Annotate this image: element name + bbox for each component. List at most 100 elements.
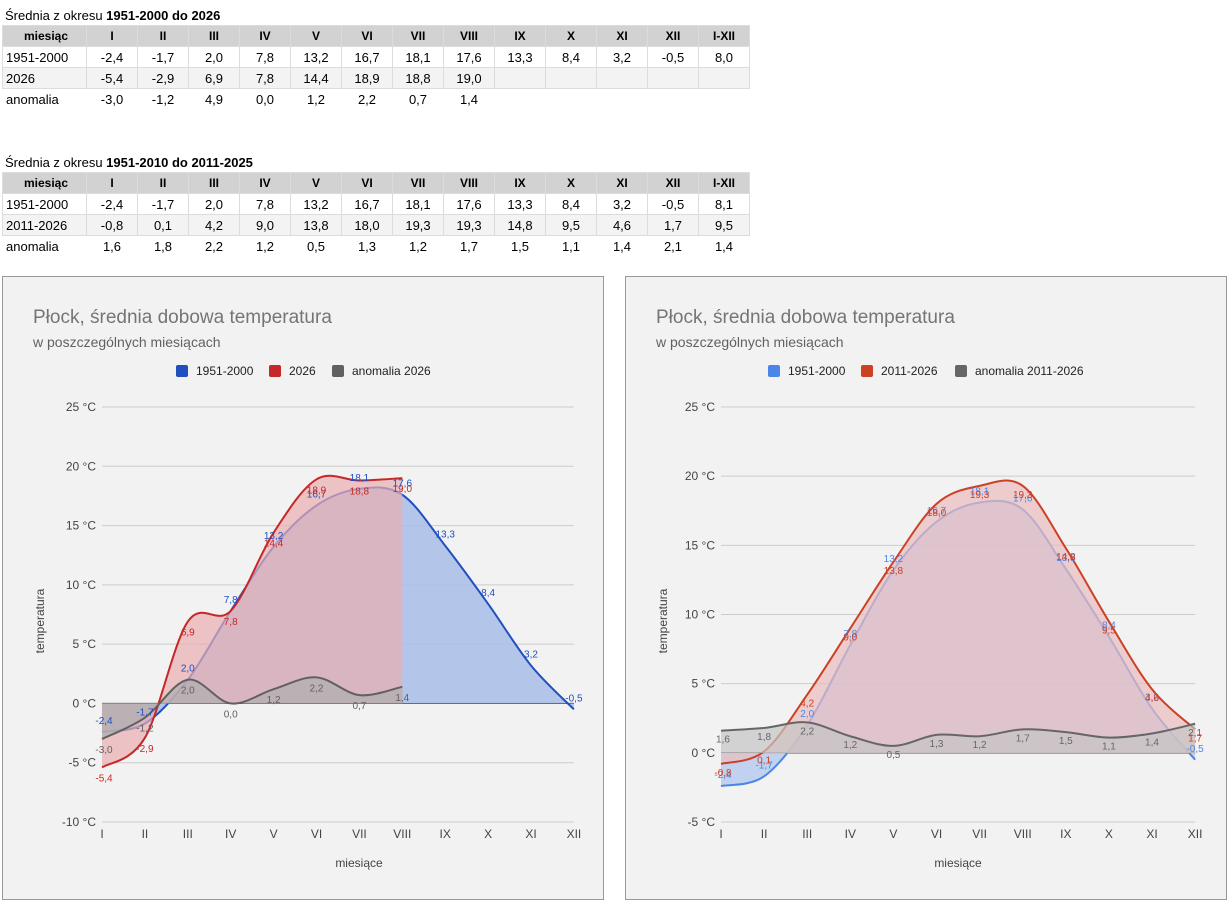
data-label: 0,5 xyxy=(886,750,900,761)
data-label: 1,7 xyxy=(1188,733,1202,744)
y-tick-label: 20 °C xyxy=(685,469,715,483)
table-cell: 8,1 xyxy=(698,193,750,215)
table-row: anomalia -3,0 -1,2 4,9 0,0 1,2 2,2 0,7 1,4 xyxy=(2,88,750,110)
data-label: 16,7 xyxy=(927,506,947,517)
table-cell: 0,1 xyxy=(137,214,189,236)
x-tick-label: XI xyxy=(1146,827,1157,841)
x-tick-label: V xyxy=(889,827,897,841)
header-cell: miesiąc xyxy=(2,25,87,47)
x-tick-label: II xyxy=(761,827,768,841)
data-label: 1,5 xyxy=(1059,736,1073,747)
header-cell: VI xyxy=(341,172,393,194)
table-row: 1951-2000 -2,4 -1,7 2,0 7,8 13,2 16,7 18,1 17,6 1… xyxy=(2,193,750,215)
table-cell: -0,5 xyxy=(647,46,699,68)
data-label: 1,3 xyxy=(930,739,944,750)
table-cell: 9,0 xyxy=(239,214,291,236)
data-label: 2,2 xyxy=(800,726,814,737)
header-cell: I xyxy=(86,172,138,194)
table-cell: 2,2 xyxy=(188,235,240,257)
data-label: 14,4 xyxy=(264,539,284,550)
table-cell: 2,0 xyxy=(188,46,240,68)
table-cell: 8,4 xyxy=(545,46,597,68)
data-label: 7,8 xyxy=(224,617,238,628)
table-cell: 1,8 xyxy=(137,235,189,257)
table-cell: 16,7 xyxy=(341,46,393,68)
header-cell: XI xyxy=(596,172,648,194)
data-label: -3,0 xyxy=(95,745,113,756)
summary-table-1: Średnia z okresu 1951-2000 do 2026 miesi… xyxy=(2,7,750,110)
y-tick-label: 10 °C xyxy=(685,608,715,622)
y-tick-label: 0 °C xyxy=(73,696,97,710)
data-label: 17,6 xyxy=(1013,493,1033,504)
header-cell: XII xyxy=(647,172,699,194)
table-cell: 13,2 xyxy=(290,46,342,68)
table-cell: 1,4 xyxy=(443,88,495,110)
data-label: 9,0 xyxy=(843,632,857,643)
table-cell xyxy=(698,67,750,89)
data-label: 17,6 xyxy=(393,479,413,490)
x-tick-label: XII xyxy=(1188,827,1203,841)
header-cell: II xyxy=(137,172,189,194)
legend-label: 2026 xyxy=(289,364,316,378)
table-cell: 2,2 xyxy=(341,88,393,110)
table-cell: -0,5 xyxy=(647,193,699,215)
data-label: 3,2 xyxy=(1145,693,1159,704)
table-cell xyxy=(545,88,597,110)
table-cell: 1,2 xyxy=(239,235,291,257)
y-tick-label: 20 °C xyxy=(66,459,96,473)
data-label: -1,7 xyxy=(136,708,154,719)
table-cell: 13,8 xyxy=(290,214,342,236)
table-cell: 1,4 xyxy=(596,235,648,257)
data-label: 0,1 xyxy=(757,755,771,766)
table-cell: 4,2 xyxy=(188,214,240,236)
data-label: -5,4 xyxy=(95,773,113,784)
table-cell: 13,2 xyxy=(290,193,342,215)
x-tick-label: VII xyxy=(972,827,987,841)
table-cell: 13,3 xyxy=(494,193,546,215)
table-cell: 13,3 xyxy=(494,46,546,68)
legend-swatch xyxy=(955,365,967,377)
x-tick-label: VIII xyxy=(393,827,411,841)
series-line-1 xyxy=(101,474,403,769)
header-cell: III xyxy=(188,172,240,194)
table-cell: -0,8 xyxy=(86,214,138,236)
x-axis-label: miesiące xyxy=(335,856,383,870)
table-cell: anomalia xyxy=(2,88,87,110)
table-cell: -5,4 xyxy=(86,67,138,89)
legend: 1951-2000 2026 anomalia 2026 xyxy=(176,364,431,378)
table-cell: 2,1 xyxy=(647,235,699,257)
table-cell xyxy=(596,88,648,110)
header-cell: V xyxy=(290,172,342,194)
data-label: -1,7 xyxy=(755,760,773,771)
y-tick-label: 15 °C xyxy=(66,519,96,533)
legend-swatch xyxy=(269,365,281,377)
table-cell: 8,0 xyxy=(698,46,750,68)
header-cell: IV xyxy=(239,25,291,47)
table-cell: 19,3 xyxy=(443,214,495,236)
series-area-1 xyxy=(721,480,1196,764)
table-header-row: miesiąc I II III IV V VI VII VIII IX X XI XII I-XII xyxy=(2,172,750,194)
legend-swatch xyxy=(332,365,344,377)
header-cell: IX xyxy=(494,172,546,194)
data-label: 13,2 xyxy=(884,554,904,565)
table-cell: 1951-2000 xyxy=(2,193,87,215)
header-cell: IX xyxy=(494,25,546,47)
x-tick-label: X xyxy=(484,827,492,841)
table-row: anomalia 1,6 1,8 2,2 1,2 0,5 1,3 1,2 1,7 1,5 1,1 1,… xyxy=(2,235,750,257)
y-tick-label: -10 °C xyxy=(62,815,96,829)
table-cell: 1,4 xyxy=(698,235,750,257)
data-label: 1,1 xyxy=(1102,742,1116,753)
data-label: -0,5 xyxy=(565,693,583,704)
chart-subtitle: w poszczególnych miesiącach xyxy=(32,334,221,350)
table-cell: 2011-2026 xyxy=(2,214,87,236)
data-label: 6,9 xyxy=(181,628,195,639)
data-label: 2,0 xyxy=(800,709,814,720)
data-label: 7,8 xyxy=(224,595,238,606)
chart-title: Płock, średnia dobowa temperatura xyxy=(656,307,955,328)
table-cell: 9,5 xyxy=(698,214,750,236)
header-cell: VIII xyxy=(443,25,495,47)
x-axis-label: miesiące xyxy=(934,856,982,870)
table-cell: 0,0 xyxy=(239,88,291,110)
x-tick-label: VI xyxy=(931,827,942,841)
y-tick-label: 0 °C xyxy=(692,746,716,760)
